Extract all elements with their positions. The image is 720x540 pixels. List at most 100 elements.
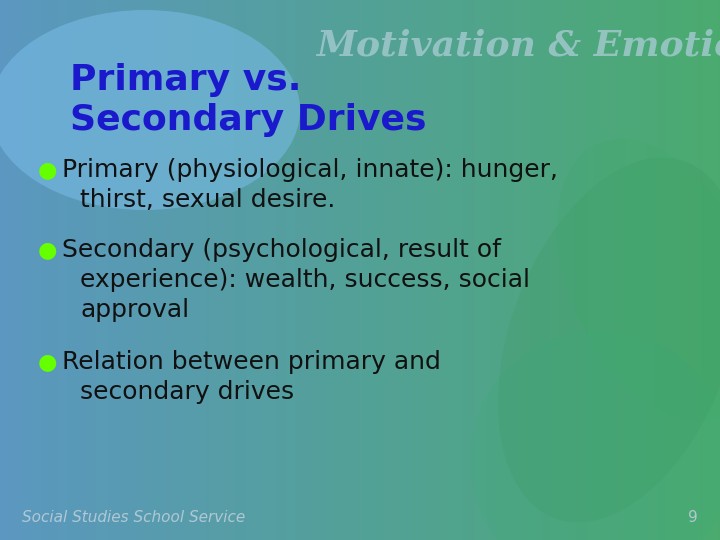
Bar (271, 0, 274, 540)
Bar (634, 0, 636, 540)
Bar (379, 0, 382, 540)
Bar (600, 0, 603, 540)
Bar (576, 0, 578, 540)
Bar (204, 0, 207, 540)
Bar (353, 0, 355, 540)
Bar (362, 0, 365, 540)
Bar (106, 0, 108, 540)
Bar (276, 0, 279, 540)
Bar (470, 0, 473, 540)
Bar (228, 0, 230, 540)
Bar (53, 0, 55, 540)
Bar (425, 0, 427, 540)
Bar (389, 0, 391, 540)
Bar (567, 0, 569, 540)
Bar (487, 0, 490, 540)
Circle shape (470, 330, 720, 540)
Text: Social Studies School Service: Social Studies School Service (22, 510, 246, 525)
Bar (72, 0, 74, 540)
Bar (650, 0, 653, 540)
Bar (279, 0, 281, 540)
Bar (300, 0, 302, 540)
Bar (266, 0, 269, 540)
Bar (590, 0, 593, 540)
Bar (415, 0, 418, 540)
Bar (286, 0, 288, 540)
Bar (648, 0, 650, 540)
Bar (545, 0, 547, 540)
Bar (130, 0, 132, 540)
Text: 9: 9 (688, 510, 698, 525)
Bar (348, 0, 351, 540)
Bar (547, 0, 549, 540)
Bar (569, 0, 571, 540)
Bar (161, 0, 163, 540)
Bar (626, 0, 629, 540)
Bar (223, 0, 225, 540)
Bar (456, 0, 459, 540)
Bar (441, 0, 444, 540)
Bar (492, 0, 495, 540)
Bar (715, 0, 718, 540)
Bar (153, 0, 156, 540)
Bar (113, 0, 115, 540)
Bar (94, 0, 96, 540)
Bar (331, 0, 333, 540)
Bar (427, 0, 430, 540)
Bar (22, 0, 24, 540)
Bar (19, 0, 22, 540)
Bar (38, 0, 41, 540)
Bar (14, 0, 17, 540)
Bar (151, 0, 153, 540)
Bar (288, 0, 290, 540)
Bar (516, 0, 518, 540)
Bar (598, 0, 600, 540)
Bar (115, 0, 117, 540)
Bar (50, 0, 53, 540)
Text: Motivation & Emotion: Motivation & Emotion (316, 28, 720, 62)
Bar (708, 0, 711, 540)
Bar (358, 0, 360, 540)
Bar (322, 0, 324, 540)
Bar (120, 0, 122, 540)
Text: Primary vs.: Primary vs. (70, 63, 302, 97)
Bar (552, 0, 554, 540)
Bar (703, 0, 706, 540)
Bar (423, 0, 425, 540)
Bar (655, 0, 657, 540)
Bar (295, 0, 297, 540)
Bar (221, 0, 223, 540)
Bar (639, 0, 641, 540)
Bar (74, 0, 77, 540)
Bar (259, 0, 261, 540)
Bar (711, 0, 713, 540)
Bar (274, 0, 276, 540)
Bar (302, 0, 305, 540)
Bar (641, 0, 643, 540)
Bar (281, 0, 283, 540)
Bar (403, 0, 405, 540)
Bar (513, 0, 516, 540)
Bar (108, 0, 110, 540)
Ellipse shape (498, 158, 720, 523)
Bar (384, 0, 387, 540)
Bar (216, 0, 218, 540)
Bar (144, 0, 146, 540)
Bar (454, 0, 456, 540)
Bar (610, 0, 612, 540)
Bar (675, 0, 677, 540)
Bar (691, 0, 693, 540)
Bar (240, 0, 243, 540)
Bar (142, 0, 144, 540)
Bar (446, 0, 449, 540)
Bar (477, 0, 480, 540)
Bar (559, 0, 562, 540)
Bar (158, 0, 161, 540)
Bar (643, 0, 646, 540)
Bar (693, 0, 696, 540)
Bar (243, 0, 245, 540)
Bar (211, 0, 214, 540)
Bar (310, 0, 312, 540)
Bar (679, 0, 682, 540)
Bar (233, 0, 235, 540)
